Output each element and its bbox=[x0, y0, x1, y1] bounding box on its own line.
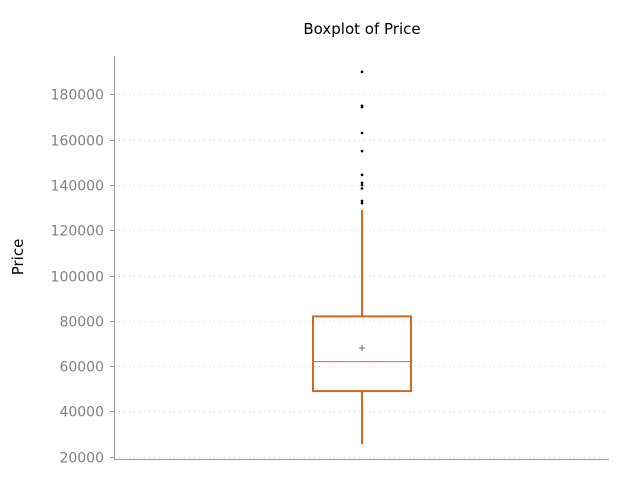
outlier-point bbox=[360, 201, 364, 205]
y-tick-label: 120000 bbox=[51, 224, 104, 240]
y-axis-label: Price bbox=[9, 239, 27, 276]
y-tick-label: 180000 bbox=[51, 88, 104, 104]
interquartile-box bbox=[312, 315, 412, 393]
outlier-point bbox=[360, 199, 364, 203]
y-tick-label: 160000 bbox=[51, 134, 104, 150]
outlier-point bbox=[360, 183, 364, 187]
outlier-point bbox=[360, 173, 364, 177]
outlier-point bbox=[360, 131, 364, 135]
y-tick-label: 60000 bbox=[59, 360, 104, 376]
y-tick-labels: 20000 40000 60000 80000 100000 120000 140000 16… bbox=[51, 88, 104, 467]
outlier-point bbox=[360, 104, 364, 108]
outlier-point bbox=[360, 181, 364, 185]
y-tick-label: 40000 bbox=[59, 405, 104, 421]
y-tick-label: 80000 bbox=[59, 315, 104, 331]
outlier-point bbox=[360, 149, 364, 153]
box-series bbox=[312, 209, 412, 445]
outlier-points bbox=[360, 70, 364, 205]
axes bbox=[110, 56, 609, 460]
outlier-point bbox=[360, 187, 364, 190]
y-tick-label: 140000 bbox=[51, 179, 104, 195]
y-tick-label: 100000 bbox=[51, 270, 104, 286]
mean-marker bbox=[359, 345, 365, 352]
outlier-point bbox=[360, 70, 364, 74]
y-tick-label: 20000 bbox=[59, 451, 104, 467]
chart-title: Boxplot of Price bbox=[303, 20, 420, 38]
